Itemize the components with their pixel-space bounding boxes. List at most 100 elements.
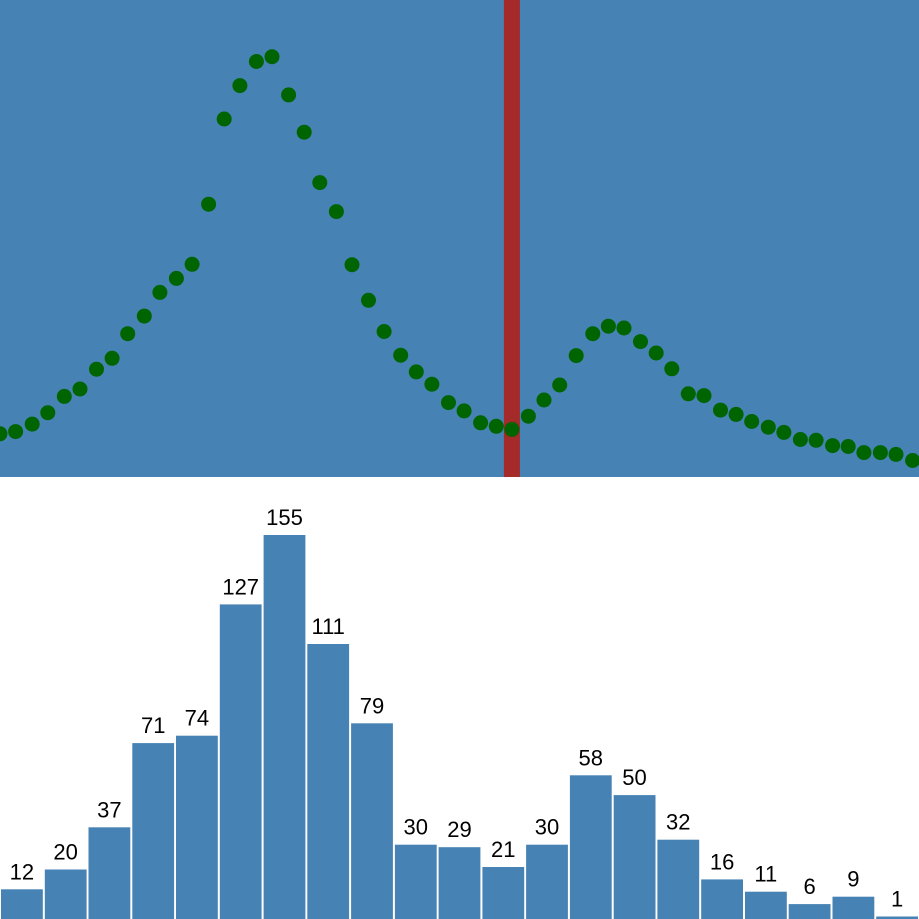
density-point-49 bbox=[776, 424, 792, 440]
density-point-26 bbox=[408, 364, 424, 380]
density-point-46 bbox=[728, 406, 744, 422]
density-point-31 bbox=[488, 418, 504, 434]
histogram-bar-label-5: 127 bbox=[222, 574, 259, 599]
histogram-bar-2[interactable] bbox=[88, 827, 131, 919]
density-point-35 bbox=[552, 377, 568, 393]
histogram-bar-6[interactable] bbox=[263, 535, 306, 919]
density-point-39 bbox=[616, 320, 632, 336]
density-point-44 bbox=[696, 388, 712, 404]
density-point-53 bbox=[840, 439, 856, 454]
histogram-bar-16[interactable] bbox=[701, 879, 743, 919]
histogram-bar-label-12: 30 bbox=[535, 815, 559, 840]
histogram-panel: 12 20 37 71 74 127 155 111 79 30 29 21 30 58 50 32 16 11 6… bbox=[1, 505, 918, 919]
density-point-9 bbox=[136, 308, 152, 324]
histogram-bar-label-2: 37 bbox=[97, 797, 121, 822]
density-point-6 bbox=[89, 361, 104, 377]
histogram-bar-14[interactable] bbox=[613, 795, 656, 919]
density-panel-background bbox=[0, 0, 919, 477]
histogram-bar-12[interactable] bbox=[526, 844, 568, 919]
histogram-bar-7[interactable] bbox=[307, 644, 350, 919]
histogram-bar-label-10: 29 bbox=[447, 817, 471, 842]
density-point-41 bbox=[648, 345, 664, 361]
histogram-bar-label-14: 50 bbox=[622, 765, 646, 790]
histogram-bar-3[interactable] bbox=[132, 743, 175, 919]
density-point-21 bbox=[328, 204, 344, 220]
histogram-bar-18[interactable] bbox=[788, 904, 831, 919]
density-point-5 bbox=[72, 381, 88, 397]
density-point-56 bbox=[888, 446, 904, 462]
histogram-bar-label-13: 58 bbox=[579, 745, 603, 770]
histogram-bar-19[interactable] bbox=[832, 896, 875, 919]
histogram-bar-label-15: 32 bbox=[666, 810, 690, 835]
density-point-34 bbox=[536, 392, 552, 408]
histogram-bar-8[interactable] bbox=[351, 723, 393, 919]
density-point-47 bbox=[744, 414, 760, 429]
histogram-bar-label-4: 74 bbox=[185, 706, 209, 731]
density-point-14 bbox=[216, 111, 232, 127]
histogram-bar-label-19: 9 bbox=[847, 867, 859, 892]
density-point-50 bbox=[792, 432, 808, 447]
histogram-bar-1[interactable] bbox=[44, 869, 87, 919]
density-point-37 bbox=[585, 326, 601, 342]
histogram-bar-20[interactable] bbox=[876, 916, 918, 919]
histogram-bar-label-1: 20 bbox=[53, 840, 77, 865]
histogram-bar-label-6: 155 bbox=[266, 505, 303, 530]
histogram-bar-label-7: 111 bbox=[311, 614, 344, 639]
histogram-bar-17[interactable] bbox=[745, 891, 787, 919]
histogram-bar-5[interactable] bbox=[219, 604, 262, 919]
density-point-38 bbox=[600, 318, 616, 334]
density-point-25 bbox=[393, 347, 409, 363]
density-point-27 bbox=[424, 376, 440, 392]
density-point-22 bbox=[344, 257, 360, 273]
density-point-29 bbox=[456, 403, 472, 419]
density-point-10 bbox=[152, 284, 168, 300]
histogram-bar-4[interactable] bbox=[176, 735, 218, 919]
histogram-bar-10[interactable] bbox=[438, 847, 481, 919]
density-point-36 bbox=[568, 348, 584, 364]
density-point-55 bbox=[872, 445, 888, 461]
histogram-bar-label-16: 16 bbox=[710, 849, 734, 874]
density-point-16 bbox=[248, 54, 264, 69]
density-point-42 bbox=[664, 361, 680, 377]
histogram-bar-label-3: 71 bbox=[141, 713, 165, 738]
density-point-33 bbox=[520, 408, 536, 424]
density-point-30 bbox=[473, 415, 489, 431]
histogram-bar-label-17: 11 bbox=[754, 862, 777, 887]
density-point-19 bbox=[296, 124, 312, 140]
density-point-23 bbox=[361, 292, 376, 308]
histogram-bar-label-9: 30 bbox=[403, 815, 427, 840]
histogram-bar-11[interactable] bbox=[482, 867, 525, 919]
density-point-43 bbox=[680, 386, 696, 402]
histogram-bar-label-20: 1 bbox=[891, 887, 903, 912]
density-point-12 bbox=[184, 256, 200, 272]
density-point-3 bbox=[40, 405, 56, 421]
histogram-bar-label-11: 21 bbox=[491, 837, 515, 862]
histogram-bar-13[interactable] bbox=[569, 775, 612, 919]
histogram-bar-15[interactable] bbox=[657, 839, 700, 919]
histogram-bar-0[interactable] bbox=[1, 889, 43, 919]
density-point-24 bbox=[376, 324, 392, 339]
density-point-57 bbox=[905, 453, 919, 468]
density-point-54 bbox=[856, 445, 872, 461]
density-point-28 bbox=[441, 395, 456, 411]
density-point-51 bbox=[808, 432, 824, 448]
density-panel bbox=[0, 0, 919, 477]
density-point-15 bbox=[232, 78, 248, 94]
histogram-bar-label-8: 79 bbox=[360, 693, 384, 718]
density-point-45 bbox=[713, 402, 728, 418]
density-point-11 bbox=[168, 270, 184, 286]
density-point-18 bbox=[281, 87, 297, 103]
density-point-4 bbox=[56, 388, 72, 404]
density-point-2 bbox=[24, 416, 40, 432]
histogram-bar-label-0: 12 bbox=[10, 859, 34, 884]
histogram-bar-9[interactable] bbox=[394, 844, 437, 919]
density-point-20 bbox=[312, 175, 328, 191]
density-point-40 bbox=[633, 334, 648, 350]
density-point-1 bbox=[8, 424, 24, 440]
density-point-13 bbox=[201, 196, 217, 212]
density-point-8 bbox=[120, 326, 136, 342]
density-divider-line[interactable] bbox=[503, 0, 520, 477]
density-points bbox=[0, 49, 919, 468]
histogram-bar-label-18: 6 bbox=[803, 874, 815, 899]
